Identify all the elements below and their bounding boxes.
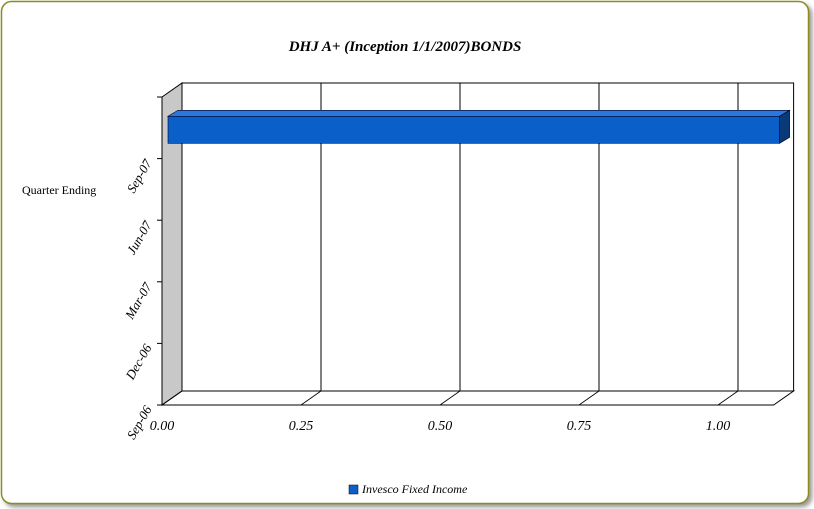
x-tick-label: 0.75 xyxy=(567,419,592,434)
bar-side xyxy=(779,109,790,144)
chart-title: DHJ A+ (Inception 1/1/2007)BONDS xyxy=(288,39,522,55)
x-tick xyxy=(578,390,600,406)
legend-swatch xyxy=(348,484,359,495)
floor xyxy=(160,390,796,406)
x-tick xyxy=(300,390,322,406)
legend-label: Invesco Fixed Income xyxy=(361,482,468,496)
bar xyxy=(167,116,780,144)
x-tick xyxy=(439,390,461,406)
x-tick-label: 1.00 xyxy=(706,419,731,434)
x-tick-label: 0.50 xyxy=(428,419,453,434)
x-tick xyxy=(161,390,183,406)
y-axis-title: Quarter Ending xyxy=(22,183,96,197)
legend: Invesco Fixed Income xyxy=(348,482,468,496)
x-tick xyxy=(717,390,739,406)
bar-top xyxy=(166,110,791,117)
x-tick-label: 0.00 xyxy=(150,419,175,434)
plot: 0.00 0.25 0.50 0.75 1.00Sep-06Dec-06Mar-07Ju… xyxy=(121,82,796,442)
x-tick-label: 0.25 xyxy=(289,419,314,434)
